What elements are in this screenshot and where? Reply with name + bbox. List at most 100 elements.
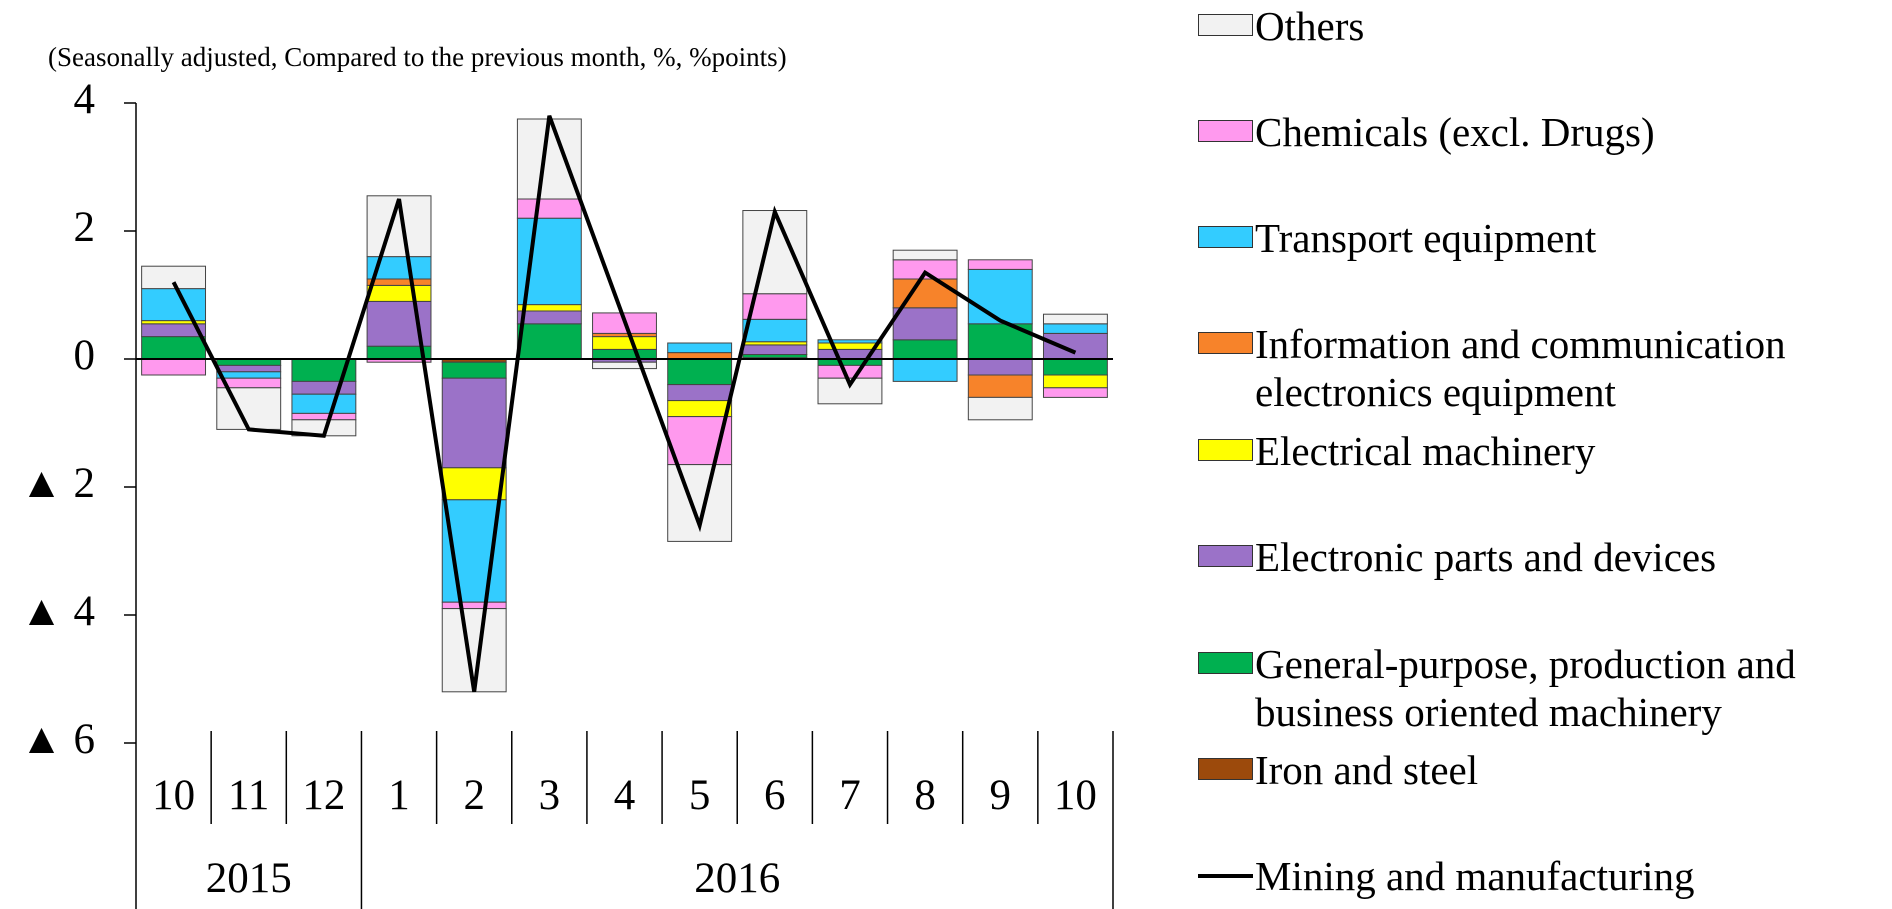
legend-label: General-purpose, production and business… bbox=[1255, 641, 1796, 735]
bar-segment bbox=[291, 393, 357, 414]
bar-segment bbox=[441, 377, 507, 469]
bar-segment bbox=[1042, 374, 1108, 389]
bar-segment bbox=[216, 371, 282, 379]
bar-segment bbox=[592, 361, 657, 370]
x-tick-label: 4 bbox=[614, 772, 636, 819]
x-tick-label: 10 bbox=[1054, 772, 1097, 819]
legend-swatch bbox=[1198, 439, 1253, 461]
bar-segment bbox=[742, 344, 808, 356]
bar-segment bbox=[291, 380, 357, 395]
bar-segment bbox=[967, 358, 1033, 376]
bar-segment bbox=[291, 412, 357, 421]
bar-segment bbox=[141, 265, 207, 290]
legend-label: Others bbox=[1255, 3, 1365, 49]
year-label: 2015 bbox=[206, 855, 292, 902]
bar-segment bbox=[592, 336, 657, 350]
x-tick-label: 1 bbox=[388, 772, 410, 819]
legend-swatch bbox=[1198, 758, 1253, 780]
bar-segment bbox=[592, 348, 657, 360]
bar-segment bbox=[892, 339, 958, 360]
legend-swatch bbox=[1198, 545, 1253, 567]
legend-swatch bbox=[1198, 332, 1253, 354]
bar-segment bbox=[892, 249, 958, 261]
legend-item: General-purpose, production and business… bbox=[1198, 640, 1888, 736]
y-tick-label: ▲ 4 bbox=[20, 588, 95, 635]
legend-label: Electrical machinery bbox=[1255, 428, 1596, 474]
legend-item: Electrical machinery bbox=[1198, 427, 1888, 475]
bar-segment bbox=[441, 601, 507, 610]
chart-subtitle: (Seasonally adjusted, Compared to the pr… bbox=[48, 42, 787, 72]
legend-item: Transport equipment bbox=[1198, 214, 1888, 262]
x-tick-label: 9 bbox=[990, 772, 1012, 819]
y-tick-label: 2 bbox=[74, 204, 96, 251]
legend-item: Mining and manufacturing bbox=[1198, 852, 1888, 900]
bar-segment bbox=[516, 198, 582, 219]
y-tick-label: ▲ 2 bbox=[20, 460, 95, 507]
bar-segment bbox=[892, 358, 958, 382]
bar-segment bbox=[817, 364, 883, 379]
x-tick-label: 11 bbox=[228, 772, 269, 819]
bar-segment bbox=[1042, 358, 1108, 376]
bar-segment bbox=[366, 195, 432, 258]
y-tick-label: ▲ 6 bbox=[20, 716, 95, 763]
bar-segment bbox=[141, 336, 207, 360]
bar-segment bbox=[742, 210, 808, 295]
x-tick-label: 8 bbox=[914, 772, 936, 819]
x-tick-label: 10 bbox=[152, 772, 195, 819]
bar-segment bbox=[892, 307, 958, 341]
x-tick-label: 2 bbox=[463, 772, 485, 819]
legend-item: Information and communication electronic… bbox=[1198, 320, 1888, 416]
bar-segment bbox=[141, 358, 207, 376]
x-tick-label: 5 bbox=[689, 772, 711, 819]
bar-segment bbox=[667, 358, 733, 386]
x-tick-label: 7 bbox=[839, 772, 861, 819]
legend-swatch bbox=[1198, 226, 1253, 248]
x-tick-label: 6 bbox=[764, 772, 786, 819]
bar-segment bbox=[441, 361, 507, 379]
bar-segment bbox=[667, 384, 733, 402]
bar-segment bbox=[667, 342, 733, 354]
legend-item: Others bbox=[1198, 2, 1888, 50]
legend-item: Electronic parts and devices bbox=[1198, 533, 1888, 581]
year-label: 2016 bbox=[694, 855, 780, 902]
bar-segment bbox=[1042, 332, 1108, 360]
legend-swatch bbox=[1198, 652, 1253, 674]
legend-label: Chemicals (excl. Drugs) bbox=[1255, 109, 1655, 155]
bar-segment bbox=[742, 318, 808, 343]
bar-segment bbox=[216, 387, 282, 430]
bar-segment bbox=[366, 278, 432, 286]
line-series bbox=[171, 115, 1077, 693]
y-tick-label: 4 bbox=[74, 76, 96, 123]
bar-segment bbox=[141, 288, 207, 322]
legend-label: Iron and steel bbox=[1255, 747, 1479, 793]
y-tick-label: 0 bbox=[74, 332, 96, 379]
bar-segment bbox=[516, 323, 582, 360]
bar-segment bbox=[1042, 313, 1108, 325]
bar-segment bbox=[667, 400, 733, 418]
legend-label: Information and communication electronic… bbox=[1255, 321, 1786, 415]
legend-label: Mining and manufacturing bbox=[1255, 853, 1695, 899]
bar-segment bbox=[516, 304, 582, 312]
legend-swatch bbox=[1198, 874, 1253, 878]
bar-segment bbox=[817, 339, 883, 344]
legend-item: Iron and steel bbox=[1198, 746, 1888, 794]
legend-label: Electronic parts and devices bbox=[1255, 534, 1717, 580]
x-tick-label: 3 bbox=[539, 772, 561, 819]
legend-swatch bbox=[1198, 120, 1253, 142]
bar-segment bbox=[441, 467, 507, 501]
bar-segment bbox=[516, 217, 582, 306]
bar-segment bbox=[967, 374, 1033, 398]
x-tick-label: 12 bbox=[302, 772, 345, 819]
legend-label: Transport equipment bbox=[1255, 215, 1597, 261]
bar-segment bbox=[967, 396, 1033, 421]
bar-segment bbox=[516, 310, 582, 325]
bar-segment bbox=[1042, 387, 1108, 398]
bar-segment bbox=[216, 364, 282, 373]
chart: (Seasonally adjusted, Compared to the pr… bbox=[20, 42, 1114, 909]
bar-segment bbox=[516, 118, 582, 200]
legend-item: Chemicals (excl. Drugs) bbox=[1198, 108, 1888, 156]
legend-swatch bbox=[1198, 14, 1253, 36]
bar-segment bbox=[1042, 323, 1108, 334]
bar-segment bbox=[967, 259, 1033, 270]
